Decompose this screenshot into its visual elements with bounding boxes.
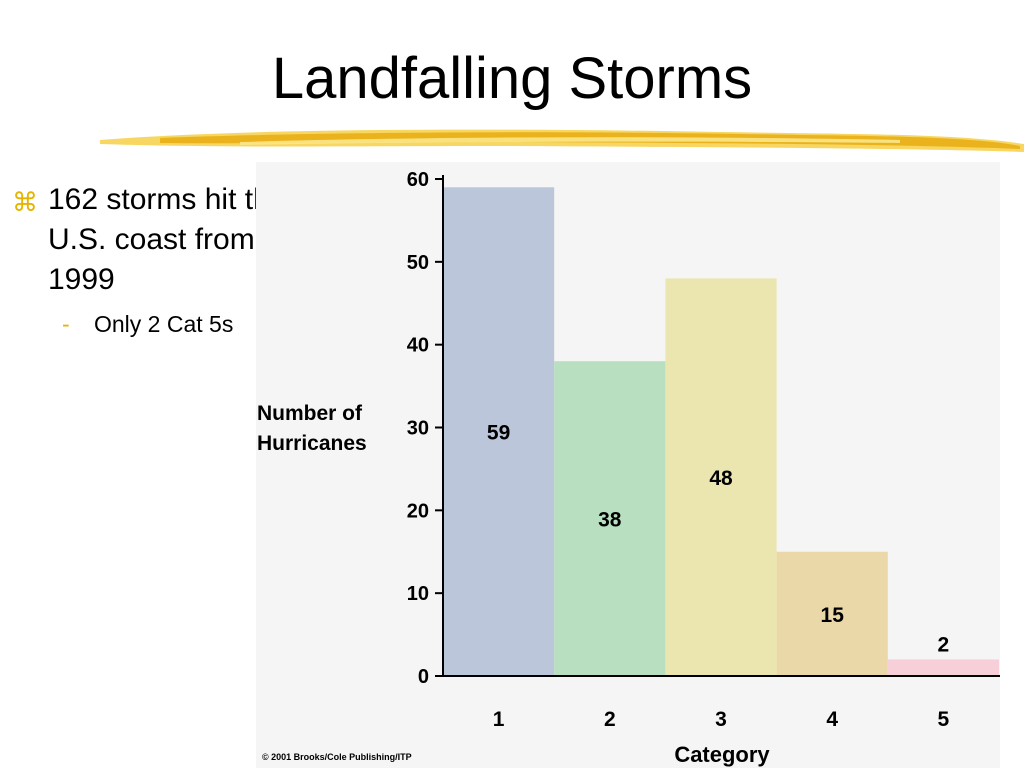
y-tick-label: 10 xyxy=(407,583,429,605)
y-tick-label: 20 xyxy=(407,500,429,522)
data-label: 15 xyxy=(821,604,845,627)
sub-bullet-item: - Only 2 Cat 5s xyxy=(12,310,342,338)
yellow-brush-divider xyxy=(100,129,1024,152)
y-axis-label: Hurricanes xyxy=(257,432,367,455)
bar-category-4 xyxy=(776,551,888,676)
data-label: 38 xyxy=(598,509,622,532)
y-axis-label: Number of xyxy=(257,402,363,425)
command-bullet-icon: ⌘ xyxy=(12,187,38,217)
y-tick-label: 50 xyxy=(407,252,429,274)
dash-bullet-icon: - xyxy=(62,311,70,337)
copyright-text: © 2001 Brooks/Cole Publishing/ITP xyxy=(262,752,412,762)
y-tick-label: 30 xyxy=(407,418,429,440)
x-tick-label: 2 xyxy=(604,708,616,731)
bar-category-2 xyxy=(554,361,666,676)
slide-title: Landfalling Storms xyxy=(271,46,753,111)
bar-category-5 xyxy=(887,659,999,676)
x-tick-label: 3 xyxy=(715,708,727,731)
x-tick-label: 5 xyxy=(938,708,950,731)
data-label: 59 xyxy=(487,422,510,445)
x-axis-label: Category xyxy=(674,742,770,767)
x-tick-label: 4 xyxy=(826,708,838,731)
sub-bullet-label: Only 2 Cat 5s xyxy=(94,311,234,337)
bar-category-3 xyxy=(665,278,777,676)
x-tick-label: 1 xyxy=(493,708,505,731)
y-tick-label: 0 xyxy=(418,666,429,688)
y-tick-label: 40 xyxy=(407,335,429,357)
data-label: 2 xyxy=(938,633,950,656)
data-label: 48 xyxy=(709,467,733,490)
bar-category-1 xyxy=(443,187,555,676)
y-tick-label: 60 xyxy=(407,169,429,191)
